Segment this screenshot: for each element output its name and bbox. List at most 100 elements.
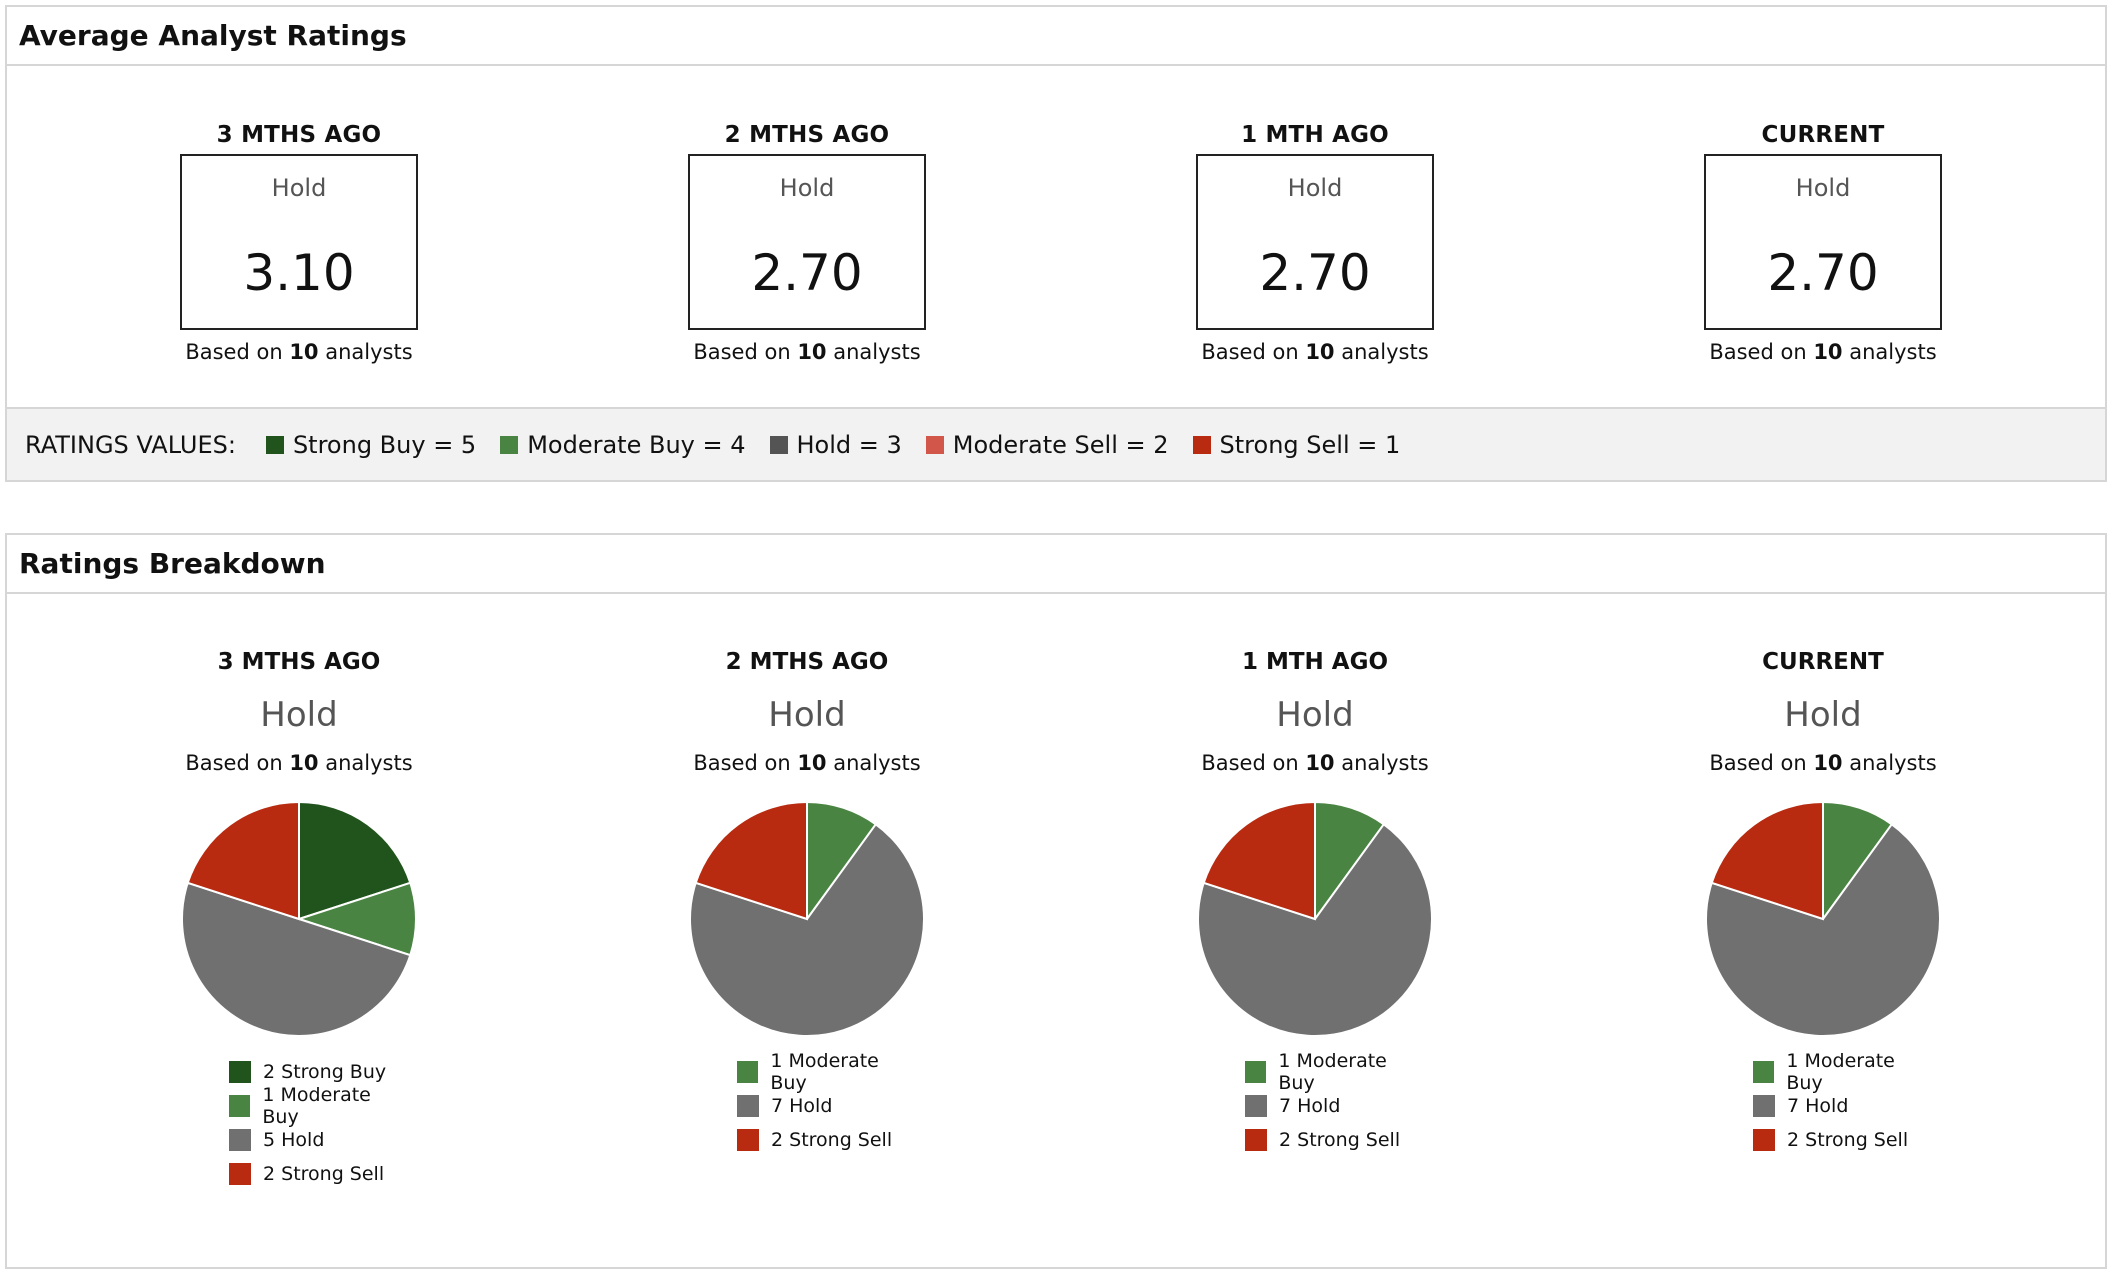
legend-label: 2 Strong Sell — [771, 1129, 893, 1151]
breakdown-based-on: Based on 10 analysts — [607, 751, 1007, 775]
ratings-breakdown-header: Ratings Breakdown — [7, 535, 2105, 594]
average-ratings-header: Average Analyst Ratings — [7, 7, 2105, 66]
legend-swatch — [737, 1061, 759, 1083]
analyst-count: 10 — [797, 751, 827, 775]
legend-label: 7 Hold — [1787, 1095, 1849, 1117]
ratings-pie-chart — [181, 800, 417, 1037]
legend-swatch — [1753, 1129, 1775, 1151]
legend-swatch — [229, 1129, 251, 1151]
avg-rating-value: 2.70 — [1259, 244, 1371, 302]
legend-swatch — [737, 1129, 759, 1151]
avg-rating-value: 2.70 — [751, 244, 863, 302]
ratings-values-legend: RATINGS VALUES: Strong Buy = 5 Moderate … — [7, 407, 2105, 480]
pie-legend-item-hold: 7 Hold — [737, 1089, 917, 1123]
pie-legend: 1 Moderate Buy 7 Hold 2 Strong Sell — [1753, 1050, 1933, 1157]
legend-label: 2 Strong Sell — [1279, 1129, 1401, 1151]
based-prefix: Based on — [1709, 340, 1814, 364]
breakdown-period-label: 1 MTH AGO — [1241, 649, 1389, 675]
legend-swatch — [229, 1061, 251, 1083]
legend-label: 5 Hold — [263, 1129, 325, 1151]
based-prefix: Based on — [185, 751, 290, 775]
average-ratings-title: Average Analyst Ratings — [19, 19, 407, 52]
average-analyst-ratings-panel: Average Analyst Ratings 3 MTHS AGO Hold … — [5, 5, 2107, 482]
breakdown-period-label: 2 MTHS AGO — [725, 649, 889, 675]
avg-rating-label: Hold — [271, 174, 327, 202]
pie-slice-moderate-buy — [295, 881, 417, 957]
pie-slice-hold — [1705, 822, 1941, 1037]
breakdown-column-2-mths-ago: 2 MTHS AGO Hold Based on 10 analysts 1 M… — [607, 649, 1007, 1157]
avg-period-label: CURRENT — [1761, 122, 1885, 148]
analyst-count: 10 — [1305, 751, 1335, 775]
avg-rating-label: Hold — [1287, 174, 1343, 202]
pie-legend-item-moderate-buy: 1 Moderate Buy — [1753, 1050, 1933, 1094]
pie-legend-item-strong-sell: 2 Strong Sell — [1753, 1123, 1933, 1157]
pie-slice-hold — [689, 822, 925, 1037]
pie-legend-item-moderate-buy: 1 Moderate Buy — [229, 1084, 409, 1128]
ratings-pie-chart — [689, 800, 925, 1037]
analyst-count: 10 — [797, 340, 827, 364]
legend-label: 7 Hold — [771, 1095, 833, 1117]
based-prefix: Based on — [693, 751, 798, 775]
based-suffix: analysts — [318, 340, 413, 364]
breakdown-rating-label: Hold — [1276, 695, 1354, 735]
based-suffix: analysts — [1334, 340, 1429, 364]
breakdown-based-on: Based on 10 analysts — [1623, 751, 2023, 775]
avg-period-label: 3 MTHS AGO — [216, 122, 382, 148]
legend-swatch — [229, 1163, 251, 1185]
analyst-count: 10 — [1305, 340, 1335, 364]
analyst-count: 10 — [1813, 751, 1843, 775]
legend-item-hold: Hold = 3 — [769, 430, 902, 459]
legend-label: 1 Moderate Buy — [262, 1084, 371, 1128]
avg-rating-label: Hold — [1795, 174, 1851, 202]
avg-rating-value: 3.10 — [243, 244, 355, 302]
avg-period-label: 2 MTHS AGO — [724, 122, 890, 148]
avg-rating-value: 2.70 — [1767, 244, 1879, 302]
avg-rating-label: Hold — [779, 174, 835, 202]
legend-label: 1 Moderate Buy — [1278, 1050, 1387, 1094]
breakdown-rating-label: Hold — [768, 695, 846, 735]
pie-legend-item-strong-sell: 2 Strong Sell — [1245, 1123, 1425, 1157]
avg-based-on: Based on 10 analysts — [1623, 340, 2023, 364]
legend-swatch — [737, 1095, 759, 1117]
analyst-count: 10 — [289, 340, 319, 364]
analyst-count: 10 — [1813, 340, 1843, 364]
pie-slice-strong-buy — [298, 800, 412, 921]
legend-item-moderate-sell: Moderate Sell = 2 — [925, 431, 1169, 459]
breakdown-period-label: CURRENT — [1762, 649, 1884, 675]
legend-swatch — [1753, 1095, 1775, 1117]
pie-legend: 1 Moderate Buy 7 Hold 2 Strong Sell — [1245, 1050, 1425, 1157]
pie-legend-item-strong-buy: 2 Strong Buy — [229, 1055, 409, 1089]
ratings-values-title: RATINGS VALUES: — [25, 430, 236, 459]
pie-slice-moderate-buy — [1822, 800, 1894, 923]
avg-based-on: Based on 10 analysts — [607, 340, 1007, 364]
based-suffix: analysts — [1334, 751, 1429, 775]
pie-legend-item-hold: 5 Hold — [229, 1123, 409, 1157]
legend-label: Strong Buy = 5 — [292, 430, 477, 459]
pie-slice-hold — [181, 881, 412, 1037]
pie-legend-item-hold: 7 Hold — [1245, 1089, 1425, 1123]
ratings-breakdown-title: Ratings Breakdown — [19, 547, 326, 580]
pie-legend: 1 Moderate Buy 7 Hold 2 Strong Sell — [737, 1050, 917, 1157]
avg-based-on: Based on 10 analysts — [1115, 340, 1515, 364]
ratings-breakdown-panel: Ratings Breakdown 3 MTHS AGO Hold Based … — [5, 533, 2107, 1269]
breakdown-column-1-mth-ago: 1 MTH AGO Hold Based on 10 analysts 1 Mo… — [1115, 649, 1515, 1157]
legend-label: 2 Strong Buy — [263, 1061, 387, 1083]
avg-rating-box: Hold 2.70 — [1196, 154, 1434, 330]
legend-label: Hold = 3 — [796, 430, 902, 459]
ratings-pie-chart — [1197, 800, 1433, 1037]
swatch-strong-sell — [1192, 435, 1211, 454]
based-prefix: Based on — [693, 340, 798, 364]
breakdown-column-3-mths-ago: 3 MTHS AGO Hold Based on 10 analysts 2 S… — [99, 649, 499, 1191]
legend-swatch — [229, 1095, 251, 1117]
legend-label: Moderate Buy = 4 — [527, 430, 746, 459]
legend-swatch — [1245, 1061, 1267, 1083]
legend-item-strong-buy: Strong Buy = 5 — [265, 430, 477, 459]
based-prefix: Based on — [1709, 751, 1814, 775]
based-prefix: Based on — [1201, 340, 1306, 364]
pie-slice-strong-sell — [186, 800, 300, 921]
legend-label: 2 Strong Sell — [263, 1163, 385, 1185]
pie-slice-moderate-buy — [806, 800, 878, 923]
breakdown-rating-label: Hold — [1784, 695, 1862, 735]
pie-legend-item-strong-sell: 2 Strong Sell — [737, 1123, 917, 1157]
based-prefix: Based on — [1201, 751, 1306, 775]
